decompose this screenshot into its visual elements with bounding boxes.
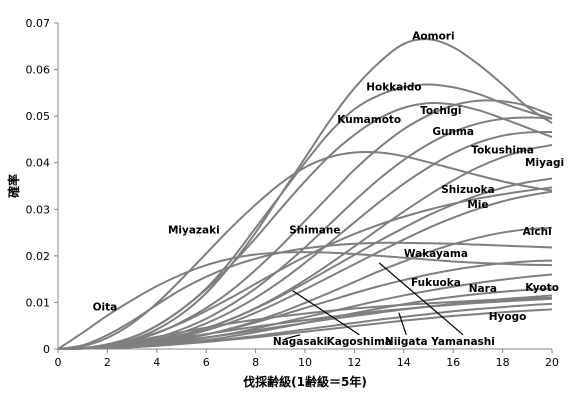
x-tick-label: 8 — [252, 356, 259, 369]
y-axis-title: 確率 — [6, 174, 21, 198]
x-tick-label: 14 — [397, 356, 411, 369]
y-tick-label: 0.04 — [26, 157, 51, 170]
series-label-yamanashi: Yamanashi — [430, 336, 495, 348]
series-line-oita — [57, 251, 553, 350]
series-label-nara: Nara — [469, 283, 497, 295]
series-line-nagasaki — [57, 296, 553, 350]
series-label-miyagi: Miyagi — [525, 157, 564, 169]
x-tick-label: 2 — [104, 356, 111, 369]
series-label-tokushima: Tokushima — [471, 144, 534, 156]
series-label-shizuoka: Shizuoka — [441, 184, 495, 196]
x-tick-label: 12 — [347, 356, 361, 369]
y-tick-label: 0.07 — [26, 17, 51, 30]
series-label-nagasaki: Nagasaki — [273, 336, 327, 348]
series-line-niigata — [57, 294, 553, 350]
series-label-hokkaido: Hokkaido — [366, 82, 421, 94]
series-label-wakayama: Wakayama — [404, 248, 468, 260]
series-label-shimane: Shimane — [289, 225, 340, 237]
y-tick-label: 0.02 — [26, 250, 51, 263]
series-line-kumamoto — [57, 101, 553, 350]
y-tick-label: 0 — [43, 343, 50, 356]
series-label-aomori: Aomori — [412, 30, 454, 42]
series-line-kagoshima — [57, 297, 553, 350]
x-tick-label: 10 — [298, 356, 312, 369]
series-line-shimane — [57, 186, 553, 350]
series-line-miyazaki — [57, 150, 553, 350]
y-tick-label: 0.01 — [26, 296, 51, 309]
series-labels: Aomori Hokkaido Kumamoto Tochigi Gunma Tokush… — [93, 30, 565, 348]
series-line-hyogo — [57, 308, 553, 350]
y-tick-labels: 0 0.01 0.02 0.03 0.04 0.05 0.06 0.07 — [26, 17, 58, 356]
x-tick-label: 6 — [203, 356, 210, 369]
series-label-hyogo: Hyogo — [489, 311, 527, 323]
series-label-kagoshima: Kagoshima — [327, 336, 392, 348]
series-line-mie — [57, 190, 553, 350]
series-label-oita: Oita — [93, 301, 118, 313]
y-tick-label: 0.03 — [26, 203, 51, 216]
leader-line-yamanashi — [378, 262, 464, 336]
series-lines — [57, 38, 553, 350]
x-axis-title: 伐採齢級(1齢級＝5年) — [243, 374, 367, 389]
series-label-aichi: Aichi — [523, 226, 552, 238]
series-label-niigata: Niigata — [385, 336, 428, 348]
x-tick-label: 20 — [545, 356, 559, 369]
leader-line-nagasaki — [285, 334, 301, 340]
x-tick-labels: 0 2 4 6 8 10 12 14 16 18 20 — [55, 349, 559, 369]
series-label-fukuoka: Fukuoka — [411, 277, 461, 289]
leader-line-kagoshima — [292, 290, 360, 336]
label-leader-lines — [285, 262, 464, 340]
series-label-kyoto: Kyoto — [525, 282, 559, 294]
x-tick-label: 18 — [496, 356, 510, 369]
series-label-kumamoto: Kumamoto — [337, 114, 401, 126]
x-tick-label: 0 — [55, 356, 62, 369]
x-tick-label: 4 — [153, 356, 160, 369]
x-tick-label: 16 — [446, 356, 460, 369]
series-line-aichi — [57, 241, 553, 350]
series-label-tochigi: Tochigi — [420, 105, 461, 117]
y-tick-label: 0.06 — [26, 64, 51, 77]
series-label-mie: Mie — [467, 199, 488, 211]
series-label-miyazaki: Miyazaki — [168, 225, 220, 237]
series-label-gunma: Gunma — [432, 126, 474, 138]
leader-line-niigata — [398, 312, 407, 335]
y-tick-label: 0.05 — [26, 110, 51, 123]
